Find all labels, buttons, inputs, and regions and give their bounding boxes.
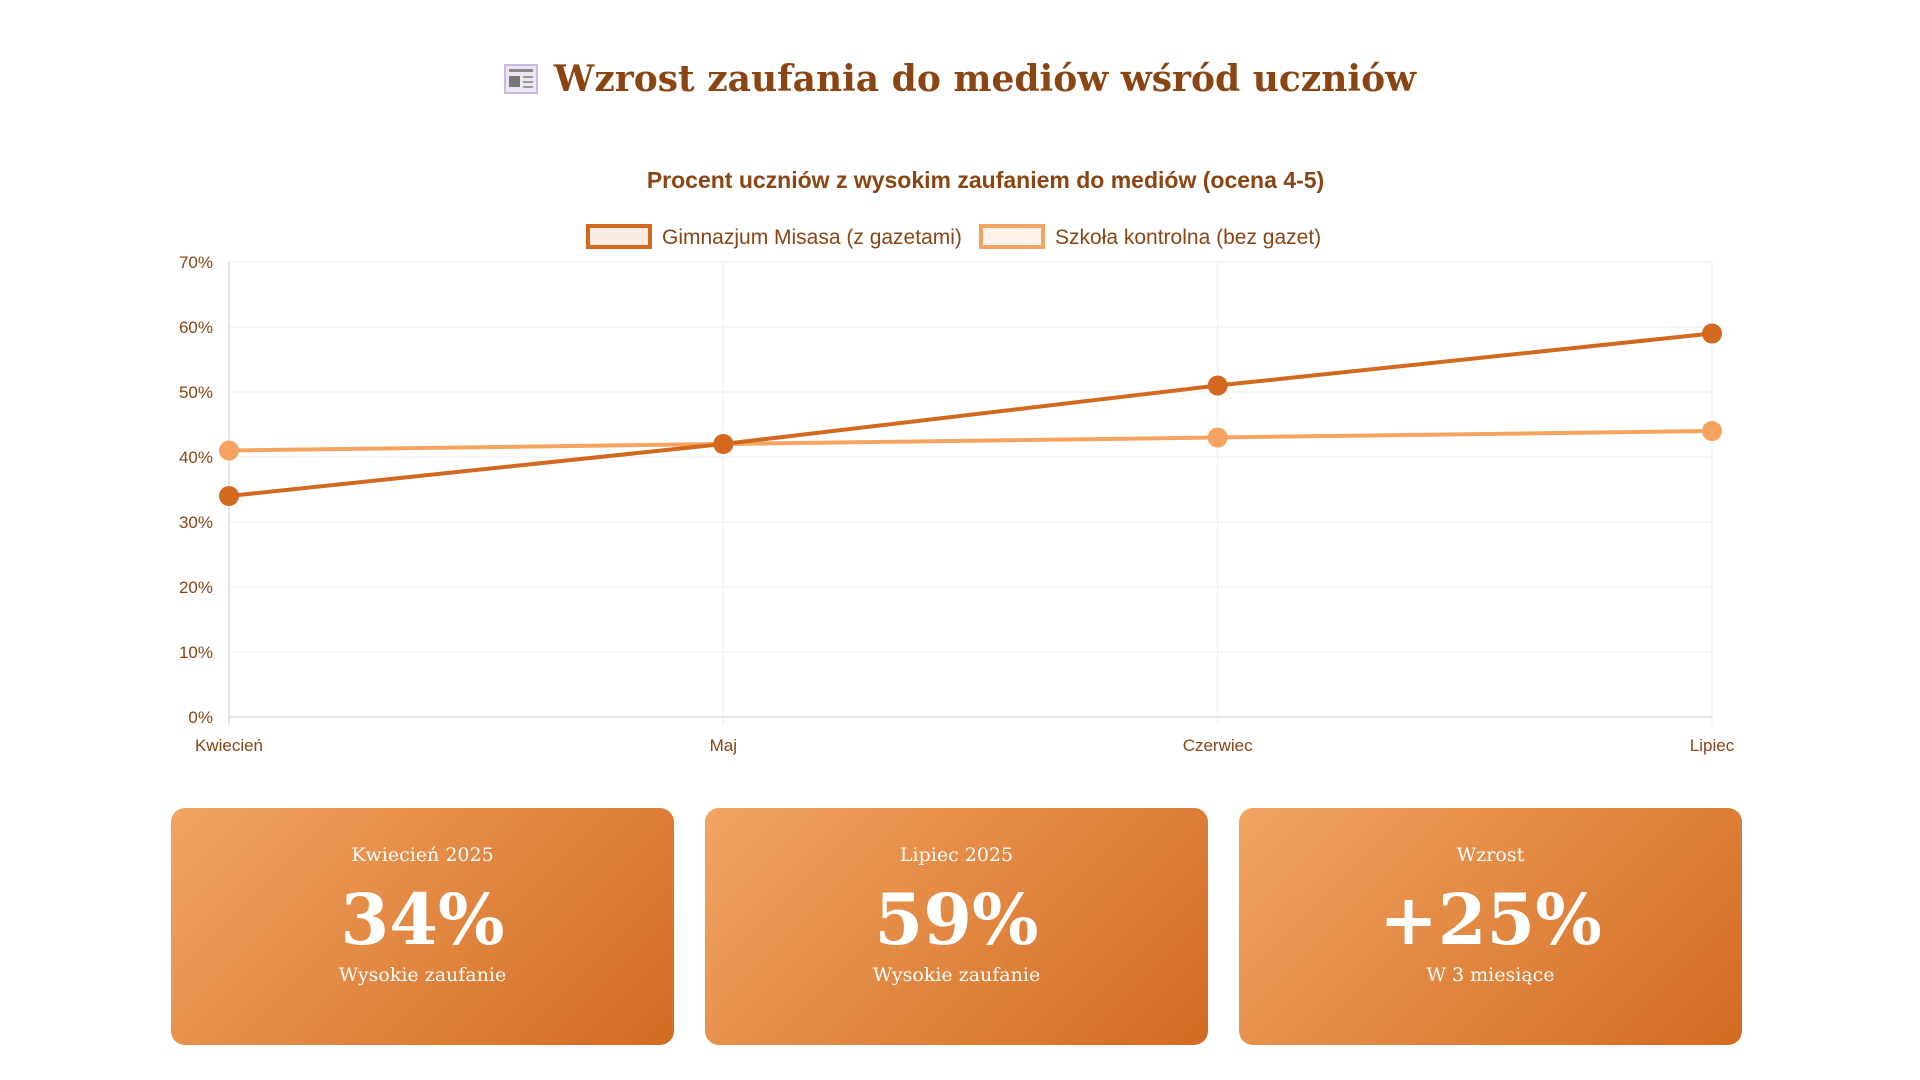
chart-title: Procent uczniów z wysokim zaufaniem do m… bbox=[647, 167, 1324, 193]
y-tick-label: 50% bbox=[179, 383, 213, 402]
data-point bbox=[1702, 421, 1722, 441]
newspaper-icon bbox=[503, 64, 538, 94]
card-value: +25% bbox=[1379, 878, 1602, 961]
y-tick-label: 0% bbox=[188, 708, 213, 727]
y-tick-label: 30% bbox=[179, 513, 213, 532]
card-sub: W 3 miesiące bbox=[1426, 964, 1555, 986]
data-point bbox=[219, 486, 239, 506]
data-point bbox=[1702, 323, 1722, 344]
card-label: Lipiec 2025 bbox=[899, 844, 1014, 866]
legend-label: Szkoła kontrolna (bez gazet) bbox=[1055, 226, 1321, 249]
line-chart: Procent uczniów z wysokim zaufaniem do m… bbox=[179, 167, 1735, 755]
data-point bbox=[219, 440, 239, 461]
y-tick-label: 60% bbox=[179, 318, 213, 337]
stat-card-april: Kwiecień 2025 34% Wysokie zaufanie bbox=[171, 808, 674, 1045]
y-tick-label: 40% bbox=[179, 448, 213, 467]
x-tick-label: Kwiecień bbox=[195, 736, 263, 755]
legend-label: Gimnazjum Misasa (z gazetami) bbox=[662, 226, 962, 249]
card-value: 34% bbox=[340, 878, 505, 961]
card-sub: Wysokie zaufanie bbox=[872, 964, 1041, 986]
stat-cards: Kwiecień 2025 34% Wysokie zaufanie Lipie… bbox=[171, 808, 1742, 1045]
stat-card-growth: Wzrost +25% W 3 miesiące bbox=[1239, 808, 1742, 1045]
data-point bbox=[713, 434, 734, 454]
x-tick-label: Czerwiec bbox=[1183, 736, 1253, 755]
card-sub: Wysokie zaufanie bbox=[338, 964, 507, 986]
y-tick-label: 70% bbox=[179, 253, 213, 272]
stat-card-july: Lipiec 2025 59% Wysokie zaufanie bbox=[705, 808, 1208, 1045]
card-value: 59% bbox=[874, 878, 1039, 961]
card-label: Wzrost bbox=[1456, 844, 1525, 866]
page-title-text: Wzrost zaufania do mediów wśród uczniów bbox=[553, 58, 1417, 100]
data-point bbox=[1207, 427, 1228, 448]
legend-swatch bbox=[586, 224, 652, 249]
data-point bbox=[1207, 375, 1228, 396]
x-tick-label: Maj bbox=[710, 736, 737, 755]
series-line bbox=[228, 331, 1713, 498]
card-label: Kwiecień 2025 bbox=[351, 844, 494, 866]
legend-swatch bbox=[979, 224, 1045, 249]
page-title: Wzrost zaufania do mediów wśród uczniów bbox=[0, 58, 1920, 100]
series-line bbox=[228, 429, 1713, 453]
y-tick-label: 20% bbox=[179, 578, 213, 597]
x-tick-label: Lipiec bbox=[1690, 736, 1735, 755]
y-tick-label: 10% bbox=[179, 643, 213, 662]
